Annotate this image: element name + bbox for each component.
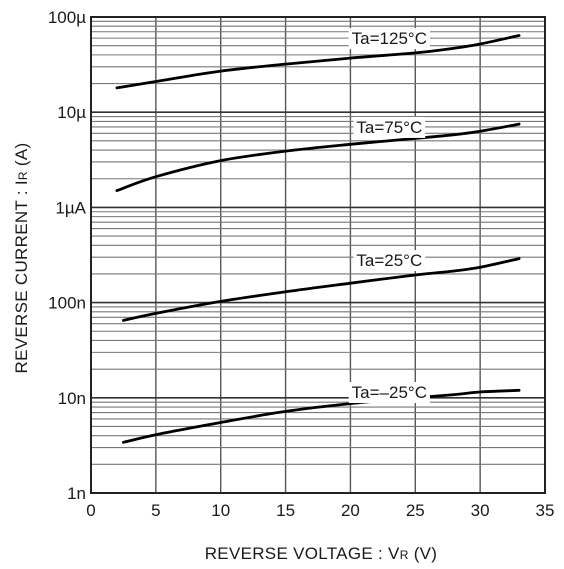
x-tick-label: 30	[471, 501, 490, 520]
series-line	[122, 257, 521, 322]
y-tick-label: 100n	[48, 294, 86, 313]
series-label-bg	[353, 250, 426, 272]
series-label: Ta=25°C	[356, 251, 422, 270]
series-line	[122, 388, 521, 444]
x-tick-label: 5	[151, 501, 160, 520]
series-label-bg	[348, 382, 431, 404]
x-tick-label: 15	[276, 501, 295, 520]
y-tick-label: 1µA	[55, 198, 86, 217]
x-tick-label: 20	[341, 501, 360, 520]
series-label-bg	[348, 28, 431, 50]
x-axis-title: REVERSE VOLTAGE : VR (V)	[205, 544, 438, 563]
series-line	[115, 122, 521, 192]
grid	[91, 17, 545, 494]
y-tick-label: 100µ	[48, 8, 86, 27]
y-axis-title: REVERSE CURRENT : IR (A)	[12, 143, 31, 374]
plot-frame	[90, 16, 546, 494]
x-tick-label: 25	[406, 501, 425, 520]
series-label: Ta=–25°C	[352, 383, 427, 402]
y-tick-labels: 1n 10n 100n 1µA 10µ 100µ	[48, 8, 87, 503]
series-lines	[115, 34, 521, 444]
x-tick-label: 10	[211, 501, 230, 520]
series-labels: Ta=125°C Ta=75°C Ta=25°C Ta=–25°C	[348, 28, 431, 404]
x-tick-labels: 0 5 10 15 20 25 30 35	[86, 501, 554, 520]
x-tick-label: 0	[86, 501, 95, 520]
y-tick-label: 1n	[67, 484, 86, 503]
series-label: Ta=125°C	[352, 29, 427, 48]
series-line	[115, 34, 521, 90]
y-tick-label: 10µ	[57, 103, 86, 122]
x-tick-label: 35	[536, 501, 555, 520]
y-tick-label: 10n	[58, 389, 86, 408]
series-label: Ta=75°C	[356, 118, 422, 137]
series-label-bg	[353, 116, 426, 138]
